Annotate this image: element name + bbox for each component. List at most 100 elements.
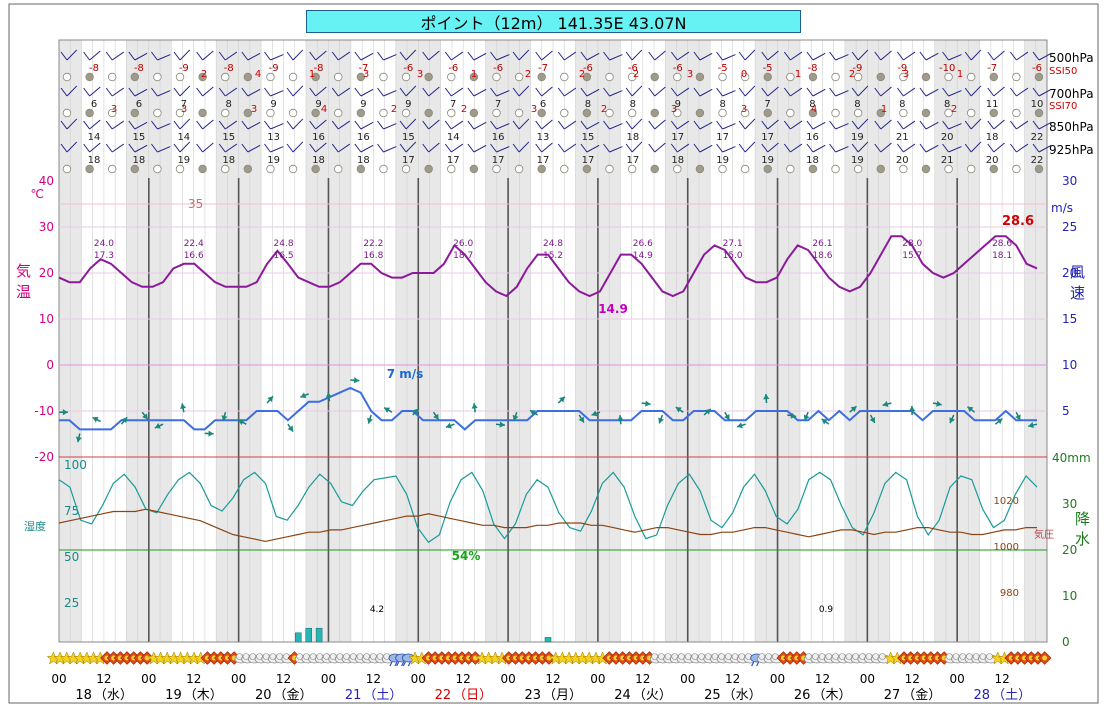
wind-barb <box>631 141 643 153</box>
upper-air-temp: 17 <box>761 132 774 143</box>
wind-barb <box>89 119 101 130</box>
wind-barb <box>564 143 577 153</box>
wind-barb <box>699 52 713 61</box>
wind-barb <box>857 49 869 61</box>
wind-barb-feather <box>693 87 701 97</box>
dot-marker <box>605 164 614 174</box>
wind-barb <box>1016 51 1029 61</box>
dot-marker <box>876 164 885 174</box>
daily-min-temp: 16.8 <box>363 251 383 261</box>
wind-arrow-head <box>996 418 1003 425</box>
wind-barb <box>925 121 939 130</box>
wind-barb-feather <box>806 87 814 97</box>
upper-air-temp: 19 <box>761 155 774 166</box>
upper-air-temp: 18 <box>88 155 101 166</box>
wind-arrow-head <box>75 436 82 443</box>
date-label: 19 <box>165 688 182 703</box>
hour-label-12: 12 <box>186 672 201 686</box>
upper-air-temp: 21 <box>896 132 909 143</box>
wind-barb <box>360 88 374 97</box>
upper-air-temp: 7 <box>764 99 770 110</box>
upper-air-temp: 6 <box>91 99 97 110</box>
wind-barb <box>631 85 643 97</box>
wind-barb-feather <box>670 51 678 61</box>
dot-marker <box>447 164 456 174</box>
wind-arrow-head <box>908 406 916 412</box>
wind-barb <box>993 86 1005 97</box>
wind-barb-feather <box>60 120 68 130</box>
dot-marker <box>85 72 94 82</box>
wind-barb-feather <box>422 120 430 130</box>
wind-barb-feather <box>377 143 384 153</box>
dot-marker <box>627 108 637 118</box>
upper-air-temp: 18 <box>986 132 999 143</box>
wind-barb-feather <box>625 51 633 61</box>
wind-arrow-head <box>724 414 730 421</box>
dot-marker <box>853 164 863 174</box>
wind-barb-feather <box>896 87 904 97</box>
upper-air-temp: -9 <box>852 63 862 74</box>
upper-air-temp: -6 <box>673 63 683 74</box>
upper-air-temp: -9 <box>269 63 279 74</box>
wind-barb <box>428 50 440 61</box>
wind-barb <box>518 49 530 61</box>
wind-barb <box>518 85 530 97</box>
dot-marker <box>763 72 772 82</box>
dot-marker <box>763 164 772 174</box>
wind-barb <box>880 50 892 61</box>
wind-barb <box>925 144 939 153</box>
wind-barb <box>767 142 779 153</box>
wind-barb-feather <box>919 143 927 153</box>
wind-barb-feather <box>1032 87 1040 97</box>
dot-marker <box>786 72 795 82</box>
wind-arrow-head <box>413 408 419 415</box>
wind-barb-feather <box>331 143 339 153</box>
upper-air-temp: 20 <box>986 155 999 166</box>
upper-air-temp: -8 <box>807 63 817 74</box>
ssi50-value: 3 <box>417 69 423 80</box>
wind-barb-feather <box>196 143 204 153</box>
wind-barb <box>1038 121 1052 130</box>
wind-barb <box>541 142 553 153</box>
wind-barb <box>880 119 892 130</box>
wind-barb-feather <box>399 87 407 97</box>
wind-barb <box>360 52 374 61</box>
dot-marker <box>537 164 546 174</box>
wind-barb-feather <box>670 87 678 97</box>
dot-marker <box>944 72 953 82</box>
wind-barb-feather <box>444 87 452 97</box>
dot-marker <box>831 72 840 82</box>
plot-border <box>58 39 1048 643</box>
wind-barb <box>111 87 125 97</box>
upper-air-temp: 22 <box>1031 155 1044 166</box>
dot-marker <box>786 108 795 118</box>
wind-barb <box>270 146 284 153</box>
wind-barb-feather <box>173 120 181 130</box>
wind-barb <box>360 121 374 130</box>
wind-barb-feather <box>964 87 972 97</box>
wind-barb-feather <box>309 143 317 153</box>
ssi50-value: 2 <box>849 69 855 80</box>
wind-barb <box>157 146 171 153</box>
precip-axis-label: 降 <box>1075 510 1090 528</box>
pressure-label: 気圧 <box>1034 528 1054 541</box>
wind-barb-feather <box>693 143 701 153</box>
dot-marker <box>401 72 411 82</box>
dot-marker <box>198 108 207 118</box>
wind-barb-feather <box>196 51 204 61</box>
wind-barb <box>677 120 690 130</box>
wind-barb <box>609 123 623 130</box>
wind-barb <box>405 49 417 61</box>
dot-marker <box>424 164 433 174</box>
wind-barb-feather <box>512 51 520 61</box>
rain-drop <box>407 661 411 667</box>
dot-marker <box>379 72 388 82</box>
wind-arrow-head <box>591 410 598 417</box>
wind-barb-feather <box>83 143 91 153</box>
wind-barb <box>179 141 191 153</box>
dot-marker <box>108 72 117 82</box>
dot-marker <box>605 108 614 118</box>
wind-barb <box>496 146 510 153</box>
wind-barb <box>315 86 327 97</box>
precip-bar <box>305 627 312 643</box>
